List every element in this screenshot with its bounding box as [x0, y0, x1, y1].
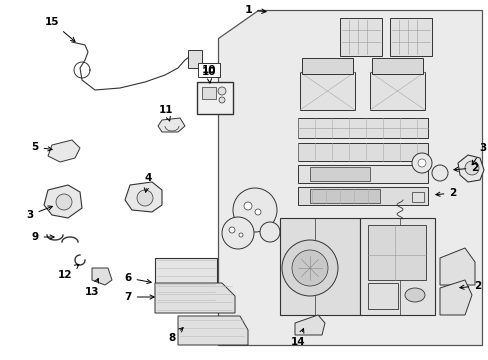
Polygon shape	[294, 315, 325, 335]
Text: 10: 10	[202, 67, 216, 83]
Bar	[198, 63, 220, 77]
Bar	[297, 118, 427, 138]
Circle shape	[464, 161, 478, 175]
Polygon shape	[178, 316, 247, 345]
Bar	[197, 82, 232, 114]
Text: 11: 11	[159, 105, 173, 121]
Text: 12: 12	[58, 264, 79, 280]
Text: 2: 2	[435, 188, 456, 198]
Text: 14: 14	[290, 329, 305, 347]
Text: 4: 4	[144, 173, 151, 192]
Text: 2: 2	[453, 163, 478, 173]
Bar	[389, 18, 431, 56]
Bar	[367, 225, 425, 280]
Text: 2: 2	[459, 281, 481, 291]
Circle shape	[56, 194, 72, 210]
Polygon shape	[218, 10, 481, 345]
Bar	[339, 18, 381, 56]
Ellipse shape	[404, 288, 424, 302]
Bar	[302, 58, 352, 74]
Bar	[297, 143, 427, 161]
Bar	[297, 165, 427, 183]
Text: 10: 10	[202, 65, 216, 75]
Polygon shape	[44, 185, 82, 218]
Text: 9: 9	[31, 232, 54, 242]
Bar	[309, 167, 369, 181]
Text: 5: 5	[31, 142, 52, 152]
Bar	[309, 189, 379, 203]
Polygon shape	[155, 283, 235, 313]
Text: 6: 6	[124, 273, 151, 284]
Circle shape	[260, 222, 280, 242]
Bar	[187, 50, 202, 68]
Circle shape	[417, 159, 425, 167]
Circle shape	[218, 87, 225, 95]
Circle shape	[228, 227, 235, 233]
Bar	[202, 87, 216, 99]
Polygon shape	[280, 218, 359, 315]
Circle shape	[291, 250, 327, 286]
Bar	[367, 283, 397, 309]
Circle shape	[232, 188, 276, 232]
Text: 1: 1	[244, 5, 265, 15]
Circle shape	[222, 217, 253, 249]
Circle shape	[282, 240, 337, 296]
Text: 3: 3	[471, 143, 486, 165]
Text: 13: 13	[84, 279, 99, 297]
Polygon shape	[439, 280, 471, 315]
Text: 8: 8	[168, 328, 183, 343]
Bar	[155, 258, 217, 310]
Text: 3: 3	[26, 206, 52, 220]
Polygon shape	[457, 155, 483, 182]
Circle shape	[244, 202, 251, 210]
Bar	[369, 72, 424, 110]
Text: 15: 15	[45, 17, 75, 41]
Bar	[411, 192, 423, 202]
Polygon shape	[92, 268, 112, 285]
Circle shape	[137, 190, 153, 206]
Polygon shape	[125, 182, 162, 212]
Circle shape	[219, 97, 224, 103]
Circle shape	[239, 233, 243, 237]
Circle shape	[254, 209, 261, 215]
Bar	[299, 72, 354, 110]
Bar	[371, 58, 422, 74]
Text: 7: 7	[124, 292, 154, 302]
Polygon shape	[48, 140, 80, 162]
Polygon shape	[359, 218, 434, 315]
Polygon shape	[158, 118, 184, 132]
Circle shape	[431, 165, 447, 181]
Polygon shape	[439, 248, 474, 285]
Bar	[297, 187, 427, 205]
Circle shape	[411, 153, 431, 173]
